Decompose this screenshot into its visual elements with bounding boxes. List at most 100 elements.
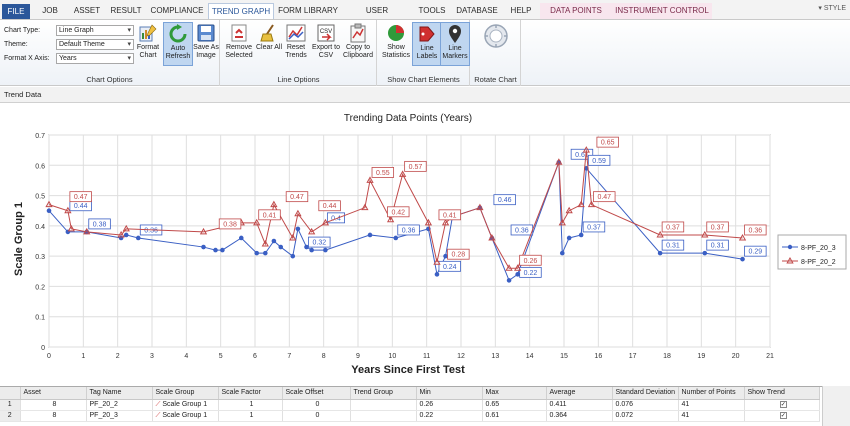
tab-result[interactable]: RESULT [110,6,142,15]
data-point[interactable] [424,218,433,226]
style-button[interactable]: ▾ STYLE [818,4,846,12]
table-cell[interactable]: 0.61 [482,410,547,422]
col-standard-deviation[interactable]: Standard Deviation [612,387,679,400]
col-trend-group[interactable]: Trend Group [350,387,417,400]
tab-data-points[interactable]: DATA POINTS [540,3,612,19]
tab-compliance[interactable]: COMPLIANCE [150,6,204,15]
table-cell[interactable]: ✓ [744,399,820,411]
data-point[interactable] [118,235,124,241]
format-chart-button[interactable]: Format Chart [133,22,163,66]
data-point[interactable] [386,215,395,223]
table-cell[interactable]: 0.076 [612,399,679,411]
table-cell[interactable]: 0.364 [546,410,613,422]
trend-chart[interactable]: Trending Data Points (Years) Years Since… [0,103,850,381]
table-cell[interactable]: 1 [218,399,283,411]
data-point[interactable] [253,218,261,226]
data-point[interactable] [587,200,596,208]
table-cell[interactable]: 41 [678,399,745,411]
tab-user-accounts[interactable]: USER ACCOUNTS [355,6,400,31]
tab-asset[interactable]: ASSET [73,6,101,15]
row-number[interactable]: 2 [0,410,21,422]
data-point[interactable] [199,227,208,235]
data-point[interactable] [505,264,513,271]
data-point[interactable] [290,253,296,259]
data-point[interactable] [123,232,129,238]
col-scale-factor[interactable]: Scale Factor [218,387,283,400]
table-cell[interactable]: ⟋ Scale Group 1 [152,410,219,422]
table-cell[interactable]: PF_20_2 [86,399,153,411]
data-point[interactable] [566,235,572,241]
data-point[interactable] [213,247,218,253]
show-trend-checkbox[interactable]: ✓ [779,401,787,408]
data-point[interactable] [278,244,284,250]
data-point[interactable] [117,230,125,238]
table-cell[interactable]: 41 [678,410,745,422]
data-point[interactable] [289,233,297,241]
data-point[interactable] [261,240,269,247]
data-point[interactable] [67,224,75,232]
table-cell[interactable]: 0 [282,399,351,411]
data-point[interactable] [559,250,565,256]
rotate-chart-button[interactable] [479,22,513,66]
data-point[interactable] [702,250,708,256]
data-point[interactable] [513,264,522,271]
theme-select[interactable]: Default Theme [56,39,134,50]
data-point[interactable] [433,258,441,265]
data-point[interactable] [323,247,328,253]
data-point[interactable] [657,250,663,256]
data-point[interactable] [738,233,747,241]
data-point[interactable] [565,206,573,214]
data-point[interactable] [558,218,566,226]
data-point[interactable] [304,244,309,250]
data-point[interactable] [555,158,563,165]
col-max[interactable]: Max [482,387,547,400]
data-point[interactable] [201,244,206,250]
export-csv-button[interactable]: CSV Export to CSV [311,22,341,66]
table-cell[interactable]: 0.072 [612,410,679,422]
tab-help[interactable]: HELP [510,6,532,15]
data-point[interactable] [64,206,72,214]
plot-area[interactable]: 00.10.20.30.40.50.60.70 1 2 3 4 5 6 7 8 9 10 11 12 13… [35,133,774,360]
table-cell[interactable]: 0.26 [416,399,483,411]
data-point[interactable] [506,278,512,283]
data-point[interactable] [443,253,448,259]
table-cell[interactable]: ✓ [744,410,820,422]
tab-tools[interactable]: TOOLS [418,6,446,15]
table-cell[interactable] [350,410,417,422]
format-x-select[interactable]: Years [56,53,134,64]
reset-trends-button[interactable]: Reset Trends [281,22,311,66]
data-point[interactable] [270,200,278,208]
data-point[interactable] [238,235,244,241]
table-cell[interactable] [350,399,417,411]
data-point[interactable] [263,250,268,256]
show-trend-checkbox[interactable]: ✓ [779,412,787,419]
data-point[interactable] [271,238,277,244]
tab-file[interactable]: FILE [2,4,30,19]
col-asset[interactable]: Asset [20,387,87,400]
table-cell[interactable]: 8 [20,410,87,422]
data-point[interactable] [45,200,53,208]
chart-type-select[interactable]: Line Graph [56,25,134,36]
table-cell[interactable]: 0 [282,410,351,422]
data-point[interactable] [398,170,407,177]
data-point[interactable] [441,218,450,226]
row-number[interactable]: 1 [0,399,21,411]
save-as-image-button[interactable]: Save As Image [191,22,221,66]
tab-trend-graph[interactable]: TREND GRAPH [208,3,274,19]
data-point[interactable] [701,230,709,238]
remove-selected-button[interactable]: Remove Selected [224,22,254,66]
data-point[interactable] [122,224,130,232]
table-cell[interactable]: 0.411 [546,399,613,411]
data-point[interactable] [321,218,330,226]
table-row[interactable]: 2 8 PF_20_3 ⟋ Scale Group 1 1 0 0.22 0.61 0.364 0… [0,410,820,422]
data-point[interactable] [65,229,71,235]
col-scale-group[interactable]: Scale Group [152,387,219,400]
line-markers-button[interactable]: Line Markers [440,22,470,66]
data-point[interactable] [740,256,745,262]
table-cell[interactable]: 0.22 [416,410,483,422]
data-point[interactable] [367,232,373,238]
clear-all-button[interactable]: Clear All [254,22,284,66]
data-point[interactable] [220,247,225,253]
data-point[interactable] [294,209,302,217]
data-point[interactable] [135,235,141,241]
